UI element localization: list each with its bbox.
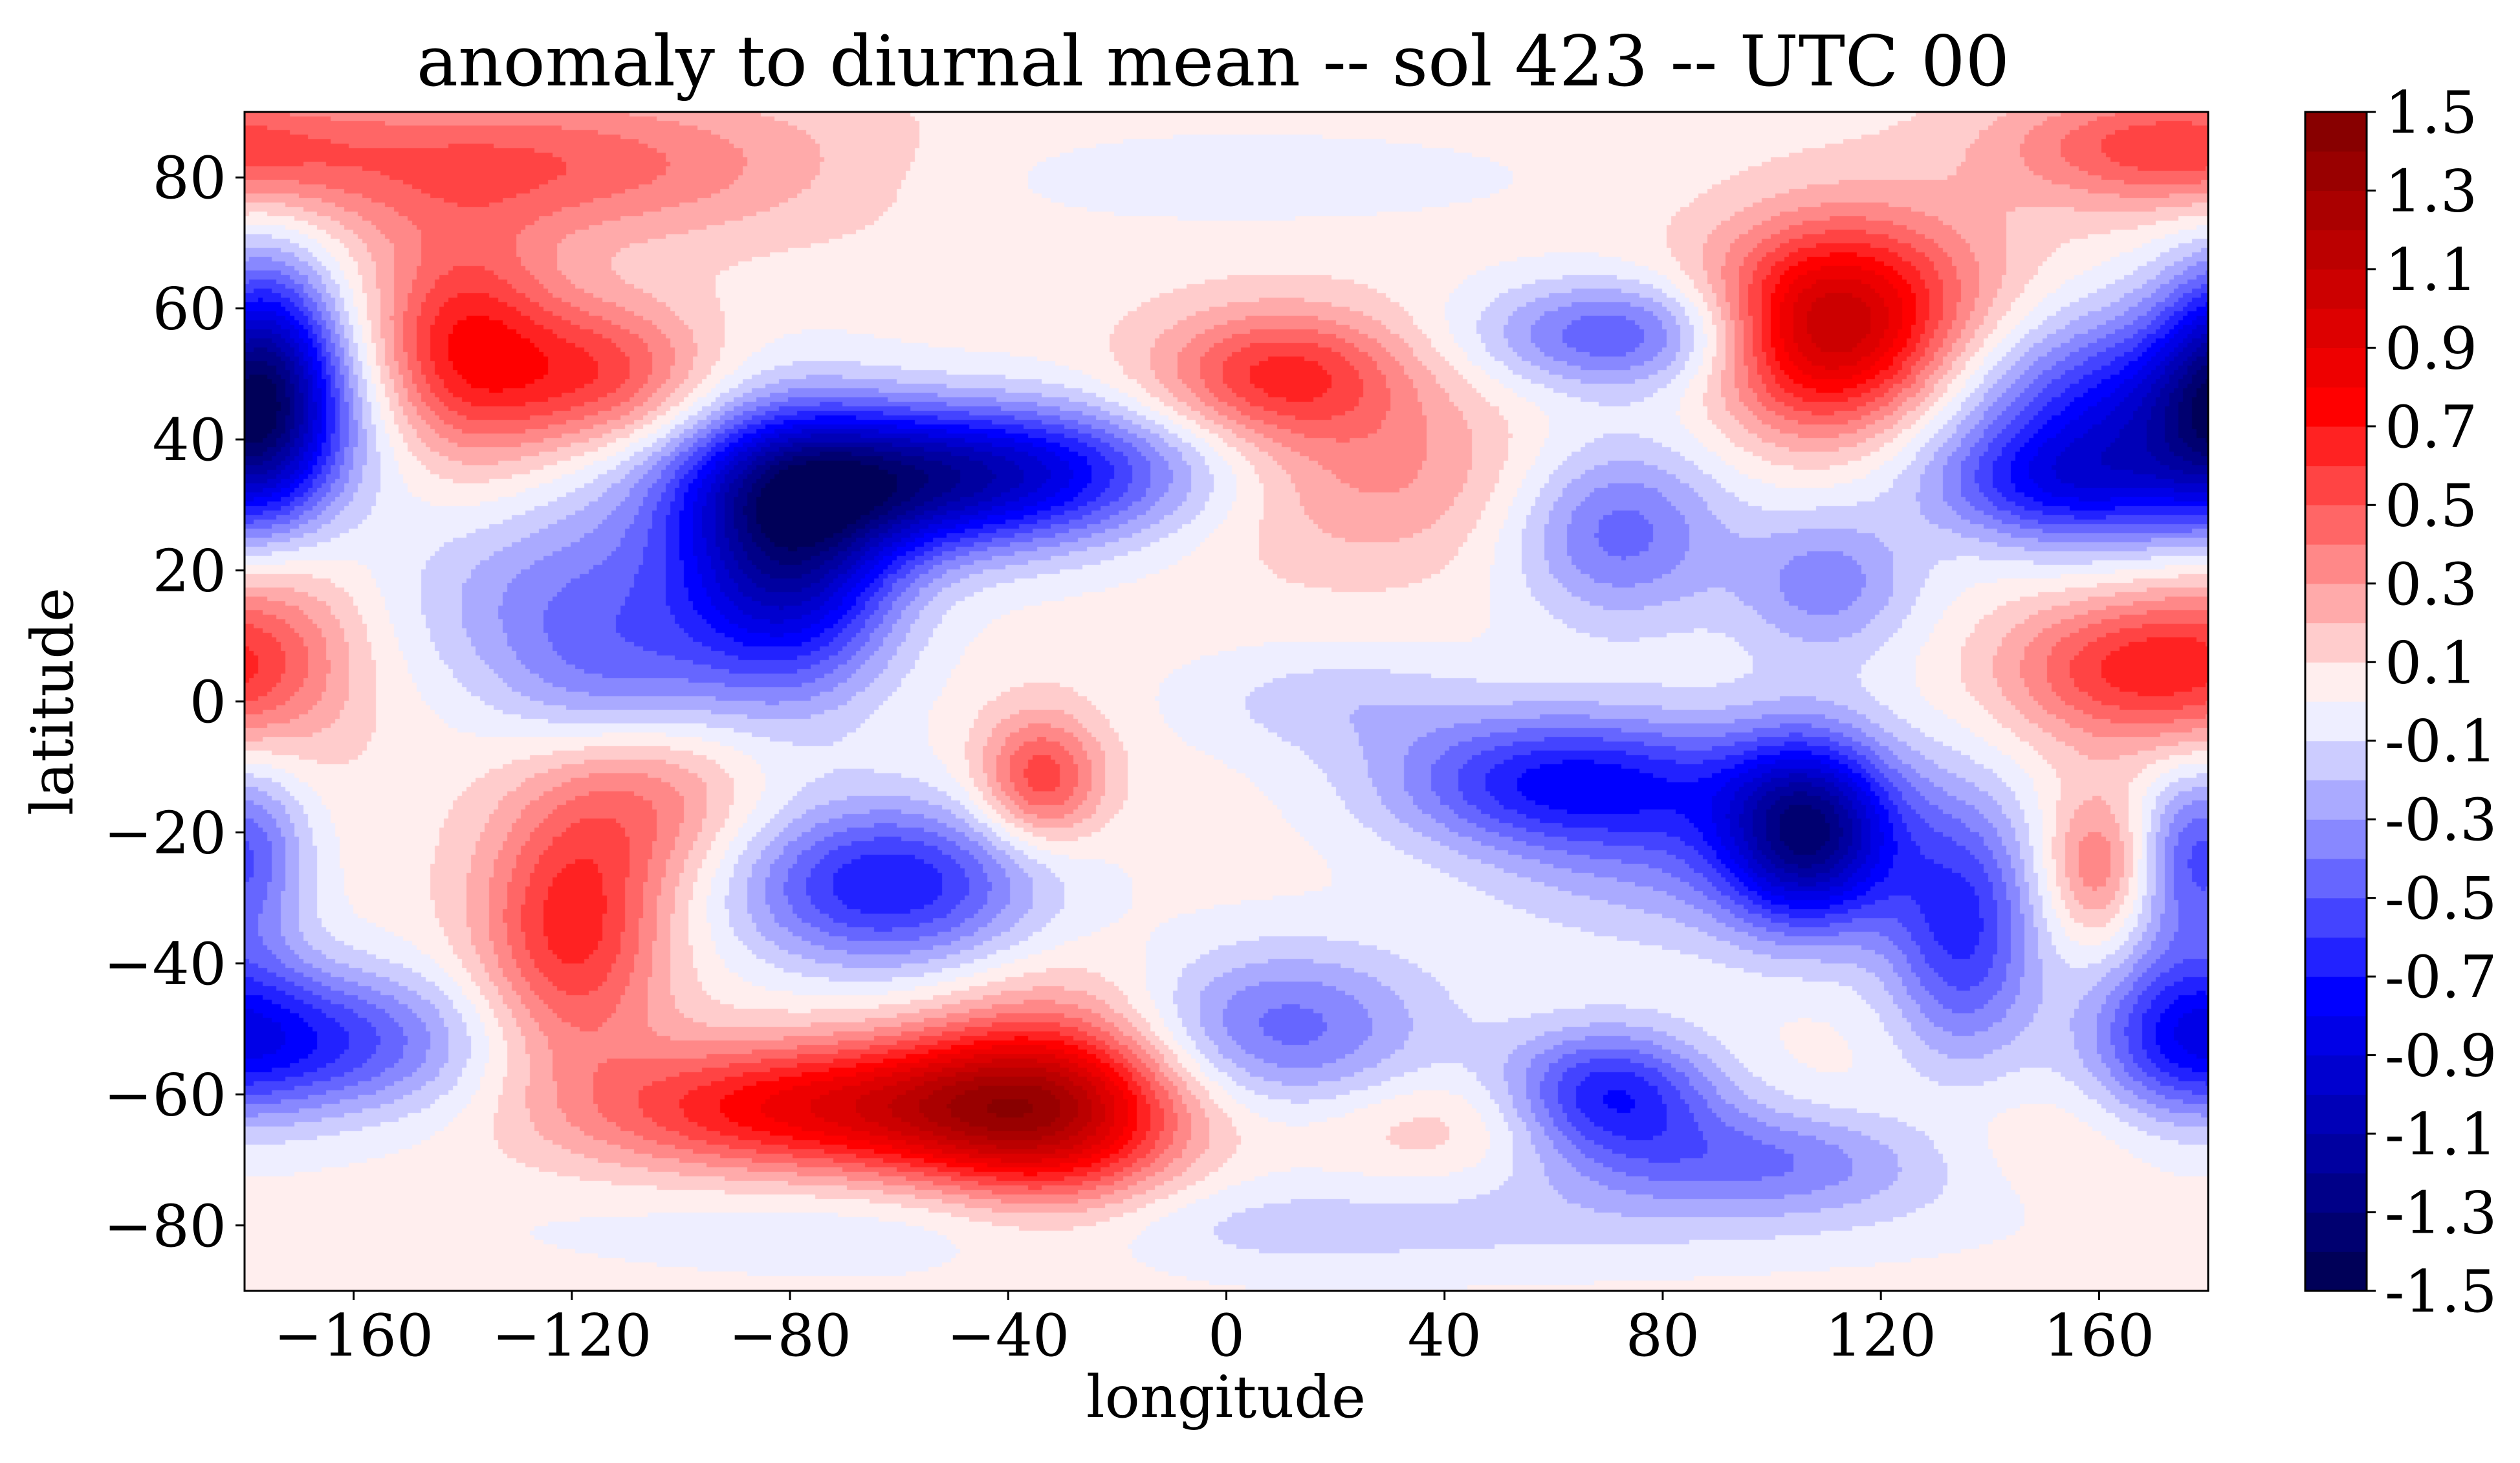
y-tick-label: 0 (190, 668, 226, 736)
colorbar-band (2305, 1094, 2367, 1134)
colorbar-tick-label: -1.1 (2385, 1101, 2497, 1169)
colorbar-tick-label: 0.3 (2385, 551, 2477, 619)
colorbar-tick-label: 1.1 (2385, 236, 2477, 304)
y-axis: 80 60 40 20 0 −20 −40 −60 −80 (104, 144, 245, 1260)
colorbar-tick-label: 0.5 (2385, 472, 2477, 540)
colorbar-band (2305, 269, 2367, 309)
colorbar-frame (2304, 111, 2368, 1292)
colorbar-band (2305, 1015, 2367, 1056)
x-tick-label: 160 (2043, 1302, 2154, 1370)
colorbar-band (2305, 1055, 2367, 1095)
colorbar-tick-label: 0.7 (2385, 393, 2477, 461)
colorbar-band (2305, 1134, 2367, 1174)
colorbar-band (2305, 819, 2367, 859)
x-tick-label: 40 (1407, 1302, 1482, 1370)
colorbar-band (2305, 897, 2367, 938)
colorbar-axis: 1.5 1.3 1.1 0.9 0.7 0.5 0.3 0.1 -0.1 -0.3 -0.5 -0.7… (2367, 79, 2497, 1326)
colorbar-tick-label: -0.5 (2385, 865, 2497, 933)
colorbar-band (2305, 858, 2367, 899)
colorbar-band (2305, 544, 2367, 584)
colorbar-tick-label: -0.9 (2385, 1022, 2497, 1090)
x-tick-label: −40 (947, 1302, 1069, 1370)
y-tick-label: −60 (104, 1061, 226, 1129)
colorbar-band (2305, 976, 2367, 1017)
x-tick-label: 120 (1825, 1302, 1936, 1370)
y-tick-label: −40 (104, 930, 226, 998)
colorbar-band (2305, 190, 2367, 230)
x-tick-label: −120 (492, 1302, 652, 1370)
y-tick-label: −80 (104, 1193, 226, 1260)
colorbar-tick-label: -0.1 (2385, 708, 2497, 776)
colorbar-band (2305, 505, 2367, 545)
colorbar-band (2305, 1172, 2367, 1213)
colorbar-tick-label: -0.7 (2385, 943, 2497, 1011)
y-axis-label: latitude (19, 588, 87, 815)
x-axis-label: longitude (1086, 1363, 1366, 1431)
colorbar-band (2305, 308, 2367, 348)
x-tick-label: 0 (1208, 1302, 1245, 1370)
colorbar-band (2305, 780, 2367, 820)
y-tick-label: 60 (152, 276, 226, 344)
chart-title: anomaly to diurnal mean -- sol 423 -- UT… (417, 21, 2010, 102)
contour-raster (245, 112, 2208, 1291)
colorbar-tick-label: 1.5 (2385, 79, 2477, 147)
x-tick-label: −80 (729, 1302, 851, 1370)
colorbar-tick-label: 0.9 (2385, 314, 2477, 382)
colorbar-band (2305, 701, 2367, 742)
x-axis: −160 −120 −80 −40 0 40 80 120 160 (274, 1291, 2154, 1370)
colorbar-band (2305, 387, 2367, 427)
contour-field (245, 112, 2208, 1291)
y-tick-label: 20 (152, 538, 226, 606)
colorbar-band (2305, 465, 2367, 505)
colorbar (2305, 112, 2367, 1292)
colorbar-band (2305, 151, 2367, 192)
colorbar-band (2305, 426, 2367, 467)
colorbar-band (2305, 230, 2367, 270)
colorbar-band (2305, 112, 2367, 152)
colorbar-band (2305, 1251, 2367, 1292)
colorbar-tick-label: 0.1 (2385, 629, 2477, 697)
colorbar-band (2305, 622, 2367, 663)
colorbar-tick-label: -1.5 (2385, 1258, 2497, 1326)
colorbar-band (2305, 583, 2367, 624)
colorbar-band (2305, 740, 2367, 781)
colorbar-band (2305, 1212, 2367, 1252)
x-tick-label: −160 (274, 1302, 433, 1370)
y-tick-label: −20 (104, 799, 226, 867)
colorbar-band (2305, 347, 2367, 388)
colorbar-band (2305, 937, 2367, 977)
colorbar-tick-label: 1.3 (2385, 157, 2477, 225)
y-tick-label: 80 (152, 144, 226, 212)
colorbar-tick-label: -0.3 (2385, 786, 2497, 854)
y-tick-label: 40 (152, 406, 226, 474)
colorbar-band (2305, 662, 2367, 702)
colorbar-tick-label: -1.3 (2385, 1180, 2497, 1248)
x-tick-label: 80 (1626, 1302, 1700, 1370)
